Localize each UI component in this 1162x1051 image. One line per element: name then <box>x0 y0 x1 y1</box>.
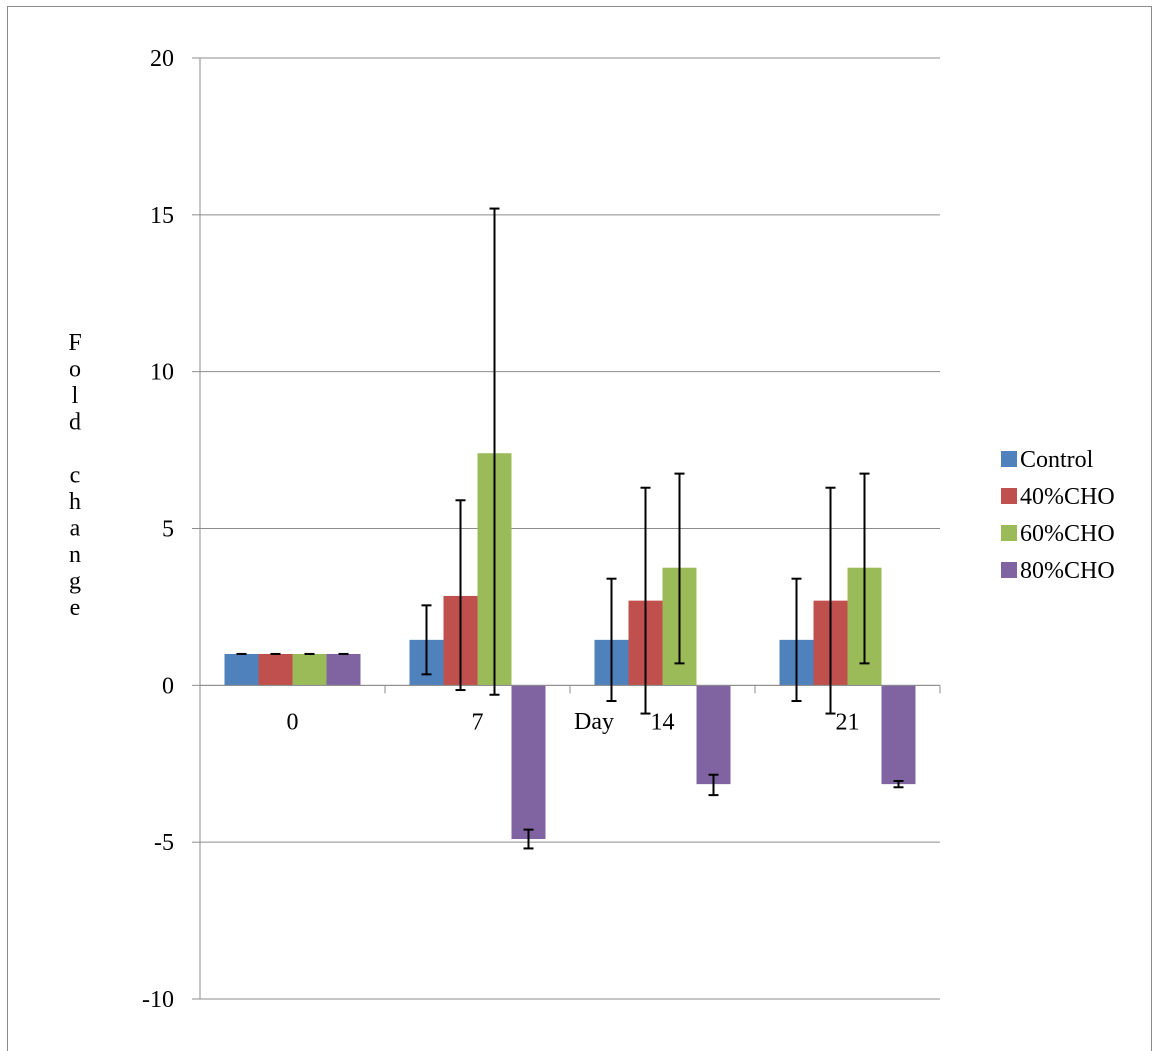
error-bar <box>674 472 685 665</box>
y-axis-title-char: e <box>70 595 81 621</box>
y-tick-label: 0 <box>162 673 174 699</box>
y-tick-label: 15 <box>150 203 174 229</box>
bar-80-cho-day-14 <box>696 685 731 785</box>
error-bar <box>421 604 432 676</box>
bar-80-cho-day-0 <box>326 653 361 686</box>
legend-label: Control <box>1020 447 1094 473</box>
x-tick-label: 7 <box>472 709 484 735</box>
y-tick-label: 5 <box>162 517 174 543</box>
legend-swatch <box>1001 451 1017 467</box>
error-bar <box>640 486 651 715</box>
y-axis-title-char: l <box>72 383 79 409</box>
legend-item-60-cho: 60%CHO <box>1001 521 1115 547</box>
bar-80-cho-day-7 <box>511 685 546 840</box>
legend-label: 60%CHO <box>1020 521 1115 547</box>
y-axis-title-char: a <box>70 516 81 542</box>
legend-swatch <box>1001 525 1017 541</box>
error-bars <box>236 207 904 850</box>
y-axis-title-char: o <box>69 357 81 383</box>
error-bar <box>523 828 534 850</box>
y-axis-title-char: c <box>70 463 81 489</box>
bar-60-cho-day-0 <box>292 653 327 686</box>
error-bar <box>708 773 719 797</box>
y-tick-labels: -10 -5 0 5 10 15 20 <box>142 46 174 1013</box>
error-bar <box>455 499 466 692</box>
error-bar <box>893 780 904 789</box>
legend-swatch <box>1001 488 1017 504</box>
axes <box>192 57 941 1000</box>
legend: Control 40%CHO 60%CHO 80%CHO <box>1001 447 1115 584</box>
x-tick-labels: 0 7 14 21 <box>287 709 860 735</box>
legend-swatch <box>1001 562 1017 578</box>
legend-item-80-cho: 80%CHO <box>1001 558 1115 584</box>
bars <box>224 453 916 840</box>
error-bar <box>825 486 836 715</box>
gridlines <box>200 57 940 1000</box>
error-bar <box>489 207 500 696</box>
y-axis-title-char: n <box>69 542 81 568</box>
y-axis-title-char: h <box>69 489 81 515</box>
y-axis-title-char: F <box>68 330 81 356</box>
x-tick-label: 0 <box>287 709 299 735</box>
y-tick-label: -5 <box>154 830 174 856</box>
y-tick-label: -10 <box>142 987 174 1013</box>
y-tick-label: 20 <box>150 46 174 72</box>
x-tick-label: 14 <box>651 709 675 735</box>
legend-item-40-cho: 40%CHO <box>1001 484 1115 510</box>
y-axis-title-char: d <box>69 410 81 436</box>
y-axis-title-char: g <box>69 569 81 595</box>
legend-label: 80%CHO <box>1020 558 1115 584</box>
y-tick-label: 10 <box>150 360 174 386</box>
error-bar <box>606 577 617 703</box>
legend-item-control: Control <box>1001 447 1094 473</box>
bar-80-cho-day-21 <box>881 685 916 785</box>
x-tick-label: 21 <box>836 709 860 735</box>
bar-40-cho-day-0 <box>258 653 293 686</box>
bar-control-day-0 <box>224 653 259 686</box>
error-bar <box>791 577 802 703</box>
legend-label: 40%CHO <box>1020 484 1115 510</box>
error-bar <box>859 472 870 665</box>
x-axis-title: Day <box>574 709 614 735</box>
